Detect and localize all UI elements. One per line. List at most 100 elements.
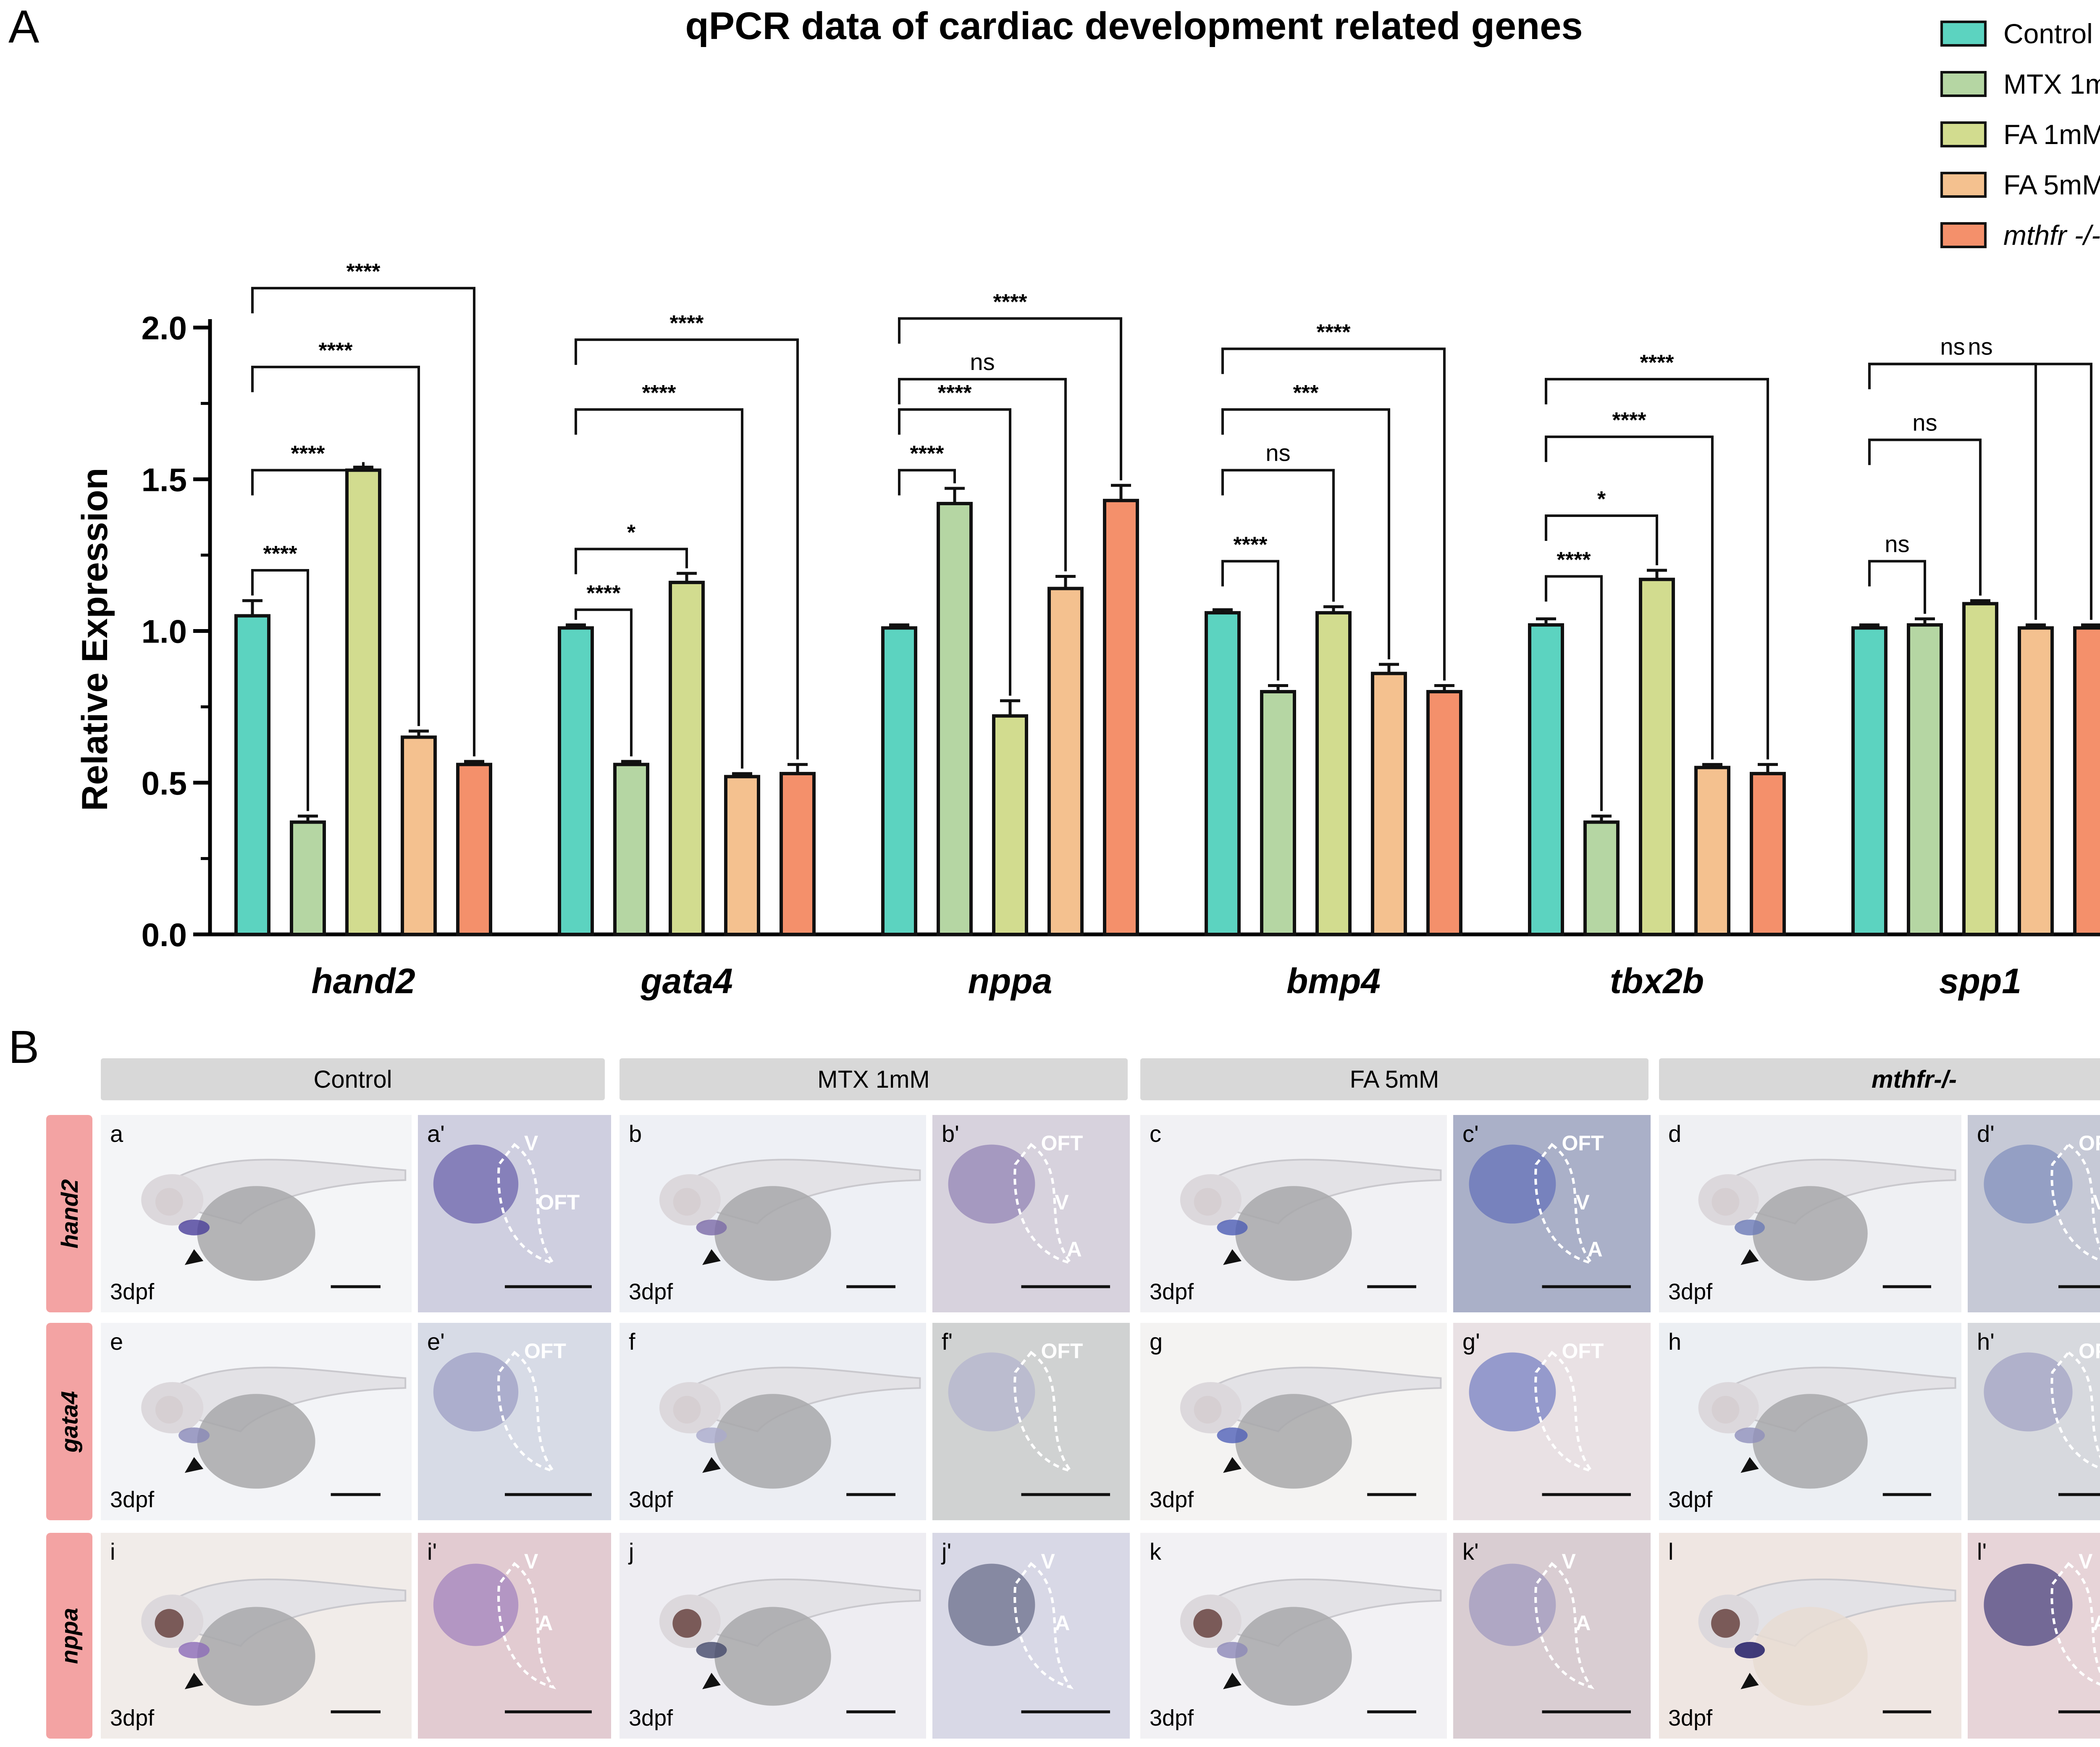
legend-label-fa-1mm: FA 1mM	[2003, 119, 2100, 150]
anatomy-label-v: V	[2079, 1550, 2093, 1574]
significance-label: ****	[346, 260, 381, 284]
heart-outline-drawing	[948, 1562, 1110, 1713]
panel-letter-a: a	[110, 1120, 123, 1147]
y-axis-label: Relative Expression	[75, 468, 115, 811]
anatomy-label-oft: OFT	[538, 1190, 580, 1214]
anatomy-label-oft: OFT	[1041, 1131, 1083, 1155]
stage-label: 3dpf	[1150, 1705, 1194, 1731]
anatomy-label-oft: OFT	[1041, 1339, 1083, 1363]
heart-outline-drawing	[1469, 1351, 1631, 1496]
bar	[234, 614, 270, 936]
bar	[290, 820, 326, 936]
significance-bracket	[898, 378, 1067, 572]
anatomy-label-a: A	[2093, 1611, 2100, 1635]
y-tick-label: 0.0	[142, 916, 187, 953]
significance-bracket	[1221, 408, 1390, 659]
chart-legend: Control MTX 1mM FA 1mM FA 5mM mthfr -/-	[1940, 8, 2100, 260]
panel-letter-f-prime: f'	[942, 1328, 953, 1355]
stage-label: 3dpf	[110, 1279, 155, 1304]
significance-label: ****	[1317, 320, 1351, 345]
x-tick-label: spp1	[1939, 961, 2021, 1001]
anatomy-label-oft: OFT	[2079, 1131, 2100, 1155]
embryo-image: c 3dpf	[1140, 1115, 1447, 1312]
significance-bracket	[251, 365, 420, 726]
heart-outline-drawing	[433, 1143, 592, 1288]
significance-label: ***	[1293, 381, 1319, 405]
legend-swatch-fa-1mm	[1940, 121, 1987, 147]
anatomy-label-a: A	[1066, 1238, 1082, 1262]
embryo-drawing	[1698, 1578, 1956, 1713]
embryo-drawing	[1698, 1367, 1956, 1496]
legend-label-mthfr: mthfr -/-	[2003, 220, 2100, 251]
panel-letter-a-prime: a'	[427, 1120, 445, 1147]
significance-bracket	[251, 462, 365, 496]
embryo-image: j 3dpf	[620, 1533, 926, 1739]
heart-zoom-image: i' V A	[418, 1533, 611, 1739]
stage-label: 3dpf	[110, 1487, 155, 1512]
anatomy-label-v: V	[1041, 1550, 1055, 1574]
stage-label: 3dpf	[1150, 1279, 1194, 1304]
bar	[2018, 626, 2054, 936]
bar	[1528, 623, 1564, 936]
anatomy-label-oft: OFT	[1562, 1131, 1604, 1155]
stage-label: 3dpf	[1668, 1279, 1713, 1304]
heart-zoom-image: g' OFT	[1453, 1323, 1651, 1520]
row-label-gata4-text: gata4	[56, 1390, 83, 1453]
bar	[724, 775, 760, 936]
bar	[780, 772, 816, 936]
panel-letter-h: h	[1668, 1328, 1682, 1355]
heart-outline-drawing	[1984, 1143, 2100, 1288]
panel-letter-k: k	[1150, 1538, 1161, 1565]
significance-label: ****	[587, 581, 621, 606]
panel-letter-j: j	[629, 1538, 634, 1565]
embryo-drawing	[659, 1367, 921, 1496]
anatomy-label-a: A	[1575, 1611, 1591, 1635]
embryo-image: g 3dpf	[1140, 1323, 1447, 1520]
embryo-image: a 3dpf	[101, 1115, 412, 1312]
bar	[1260, 690, 1296, 936]
panel-letter-g: g	[1150, 1328, 1163, 1355]
panel-letter-f: f	[629, 1328, 635, 1355]
significance-label: *	[1597, 487, 1606, 512]
heart-zoom-image: f' OFT	[932, 1323, 1130, 1520]
significance-label: ****	[938, 381, 972, 405]
anatomy-label-a: A	[1587, 1238, 1603, 1262]
embryo-image: f 3dpf	[620, 1323, 926, 1520]
heart-outline-drawing	[948, 1351, 1110, 1496]
legend-swatch-control	[1940, 21, 1987, 47]
embryo-drawing	[1180, 1159, 1442, 1288]
legend-label-control: Control	[2003, 18, 2093, 49]
embryo-drawing	[141, 1367, 407, 1496]
significance-bracket	[898, 408, 1011, 696]
x-tick-label: bmp4	[1286, 961, 1381, 1001]
significance-label: ns	[1265, 440, 1290, 466]
row-label-nppa-text: nppa	[56, 1608, 83, 1664]
panel-letter-c: c	[1150, 1120, 1161, 1147]
heart-zoom-image: a' V OFT	[418, 1115, 611, 1312]
embryo-drawing	[1180, 1367, 1442, 1496]
bar	[1639, 577, 1675, 936]
embryo-image: i 3dpf	[101, 1533, 412, 1739]
chart-title: qPCR data of cardiac development related…	[685, 5, 1583, 47]
significance-bracket	[575, 408, 743, 769]
bar	[1962, 602, 1998, 936]
bar	[1583, 820, 1620, 936]
panel-letter-c-prime: c'	[1462, 1120, 1479, 1147]
column-header-control: Control	[101, 1058, 605, 1100]
legend-item-fa-5mm: FA 5mM	[1940, 160, 2100, 210]
panel-letter-l-prime: l'	[1977, 1538, 1987, 1565]
panel-letter-h-prime: h'	[1977, 1328, 1995, 1355]
embryo-drawing	[141, 1578, 407, 1713]
row-label-hand2-text: hand2	[56, 1179, 83, 1249]
legend-label-mtx-1mm: MTX 1mM	[2003, 68, 2100, 100]
panel-letter-e-prime: e'	[427, 1328, 445, 1355]
panel-b-letter: B	[8, 1021, 39, 1073]
anatomy-label-v: V	[1055, 1190, 1069, 1214]
significance-bracket	[1545, 575, 1603, 811]
heart-outline-drawing	[1469, 1562, 1631, 1713]
anatomy-label-oft: OFT	[1562, 1339, 1604, 1363]
heart-outline-drawing	[948, 1143, 1110, 1288]
bar	[1694, 766, 1730, 936]
